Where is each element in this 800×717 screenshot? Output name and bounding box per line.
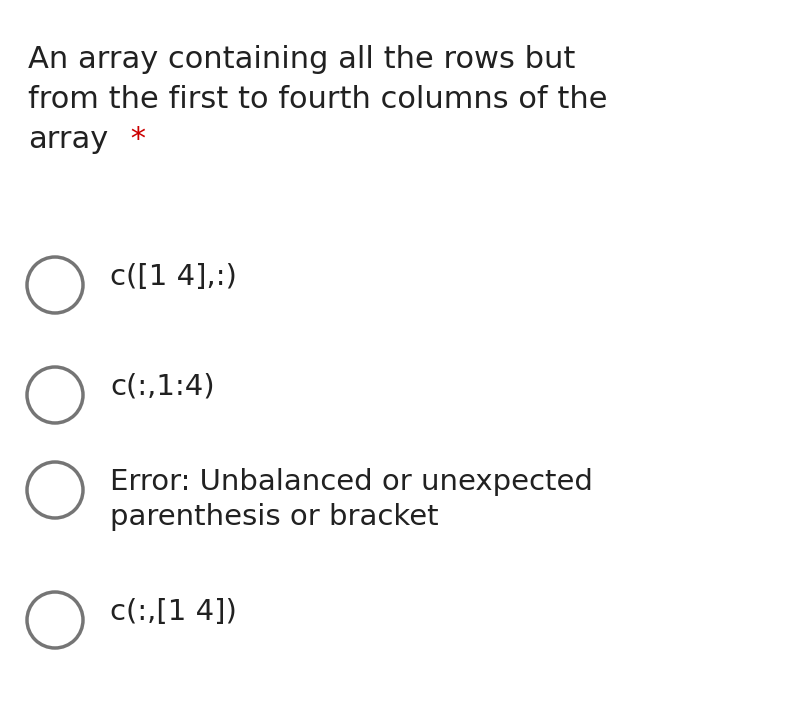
Text: parenthesis or bracket: parenthesis or bracket	[110, 503, 438, 531]
Text: c([1 4],:): c([1 4],:)	[110, 263, 237, 291]
Ellipse shape	[27, 462, 83, 518]
Text: *: *	[121, 125, 146, 154]
Text: c(:,1:4): c(:,1:4)	[110, 373, 214, 401]
Text: An array containing all the rows but: An array containing all the rows but	[28, 45, 575, 74]
Ellipse shape	[27, 257, 83, 313]
Text: Error: Unbalanced or unexpected: Error: Unbalanced or unexpected	[110, 468, 593, 496]
Ellipse shape	[27, 367, 83, 423]
Text: c(:,[1 4]): c(:,[1 4])	[110, 598, 237, 626]
Ellipse shape	[27, 592, 83, 648]
Text: from the first to fourth columns of the: from the first to fourth columns of the	[28, 85, 607, 114]
Text: array: array	[28, 125, 108, 154]
